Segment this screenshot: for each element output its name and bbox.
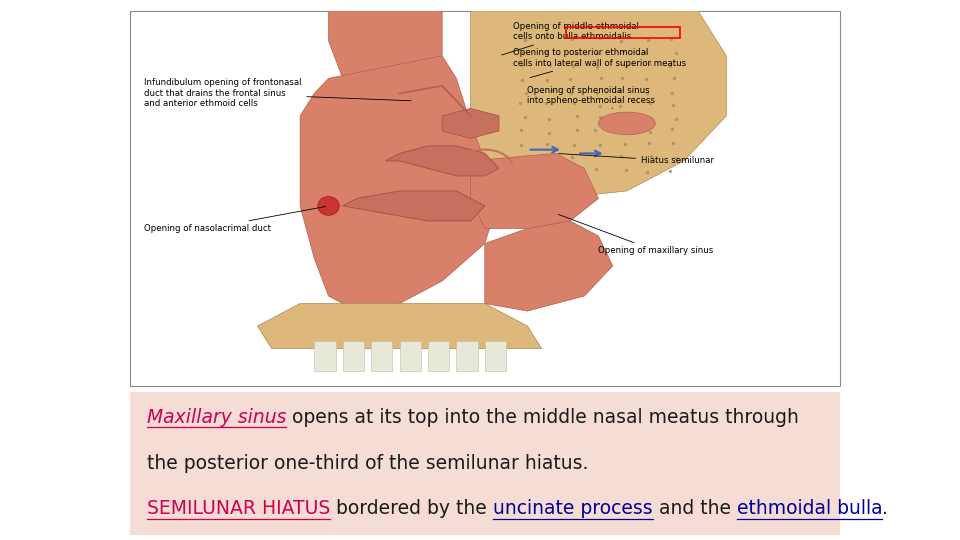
Polygon shape	[485, 221, 612, 311]
Text: Opening of middle ethmoidal
cells onto bulla ethmoidalis: Opening of middle ethmoidal cells onto b…	[502, 22, 639, 55]
Bar	[130, 11, 840, 386]
Bar	[428, 341, 449, 371]
Polygon shape	[470, 11, 727, 198]
Text: Opening of nasolacrimal duct: Opening of nasolacrimal duct	[144, 206, 325, 233]
Ellipse shape	[598, 112, 656, 134]
Polygon shape	[300, 56, 499, 311]
Text: Opening of sphenoidal sinus
into spheno-ethmoidal recess: Opening of sphenoidal sinus into spheno-…	[527, 86, 656, 109]
Text: the posterior one-third of the semilunar hiatus.: the posterior one-third of the semilunar…	[147, 454, 588, 472]
Polygon shape	[328, 11, 443, 93]
Text: bordered by the: bordered by the	[330, 500, 492, 518]
Bar	[566, 28, 681, 38]
Polygon shape	[470, 153, 598, 228]
Text: and the: and the	[653, 500, 736, 518]
Text: Hiatus semilunar: Hiatus semilunar	[559, 153, 714, 165]
Polygon shape	[443, 109, 499, 138]
Text: Opening to posterior ethmoidal
cells into lateral wall of superior meatus: Opening to posterior ethmoidal cells int…	[514, 48, 686, 78]
Bar	[314, 341, 336, 371]
Text: .: .	[882, 500, 888, 518]
Bar	[372, 341, 393, 371]
Text: ethmoidal bulla: ethmoidal bulla	[736, 500, 882, 518]
Text: Opening of maxillary sinus: Opening of maxillary sinus	[559, 214, 713, 255]
Polygon shape	[257, 303, 541, 349]
Bar	[399, 341, 420, 371]
Bar	[456, 341, 478, 371]
Polygon shape	[343, 191, 485, 221]
Bar	[130, 392, 840, 535]
Bar	[485, 341, 506, 371]
Text: opens at its top into the middle nasal meatus through: opens at its top into the middle nasal m…	[286, 408, 799, 427]
Bar	[343, 341, 364, 371]
Text: SEMILUNAR HIATUS: SEMILUNAR HIATUS	[147, 500, 330, 518]
Text: uncinate process: uncinate process	[492, 500, 653, 518]
Ellipse shape	[318, 197, 339, 215]
Text: Maxillary sinus: Maxillary sinus	[147, 408, 286, 427]
Text: Infundibulum opening of frontonasal
duct that drains the frontal sinus
and anter: Infundibulum opening of frontonasal duct…	[144, 78, 411, 108]
Polygon shape	[385, 146, 499, 176]
